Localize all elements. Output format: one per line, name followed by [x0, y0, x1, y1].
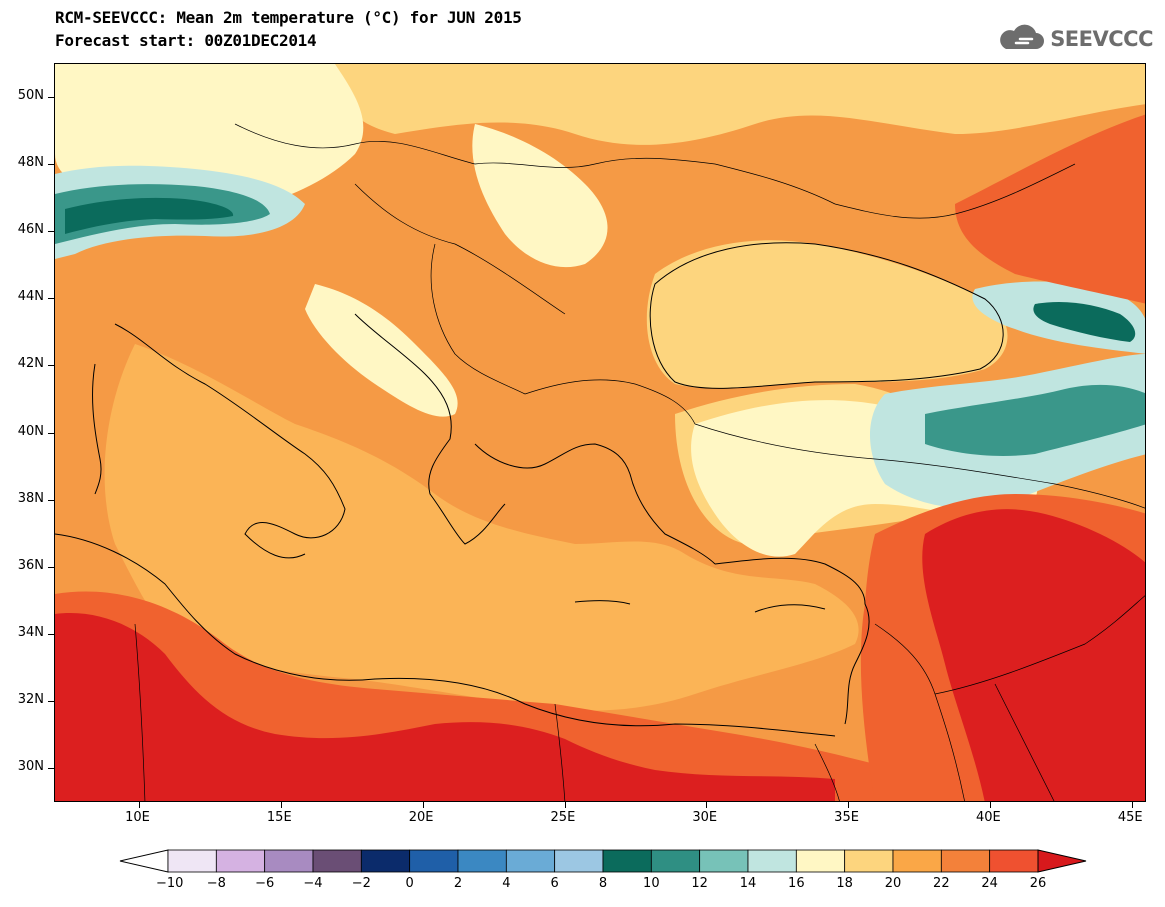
colorbar-cell	[650, 849, 701, 873]
longitude-tick	[848, 802, 850, 808]
colorbar-tick-label: 2	[453, 876, 463, 891]
latitude-tick	[48, 634, 54, 636]
colorbar-cell	[989, 849, 1039, 873]
field-16-carpathians	[472, 124, 608, 268]
latitude-label: 46N	[17, 221, 44, 237]
longitude-label: 25E	[550, 810, 576, 825]
colorbar-cell	[940, 849, 991, 873]
colorbar-tick-label: 14	[739, 876, 757, 891]
latitude-label: 48N	[17, 154, 44, 170]
field-26-syria-iraq	[922, 509, 1145, 801]
colorbar-tick-label: −6	[255, 876, 275, 891]
latitude-tick	[48, 298, 54, 300]
colorbar-tick-label: 0	[405, 876, 414, 891]
latitude-tick	[48, 96, 54, 98]
longitude-label: 35E	[834, 810, 859, 825]
colorbar-tick-label: 22	[933, 876, 950, 891]
colorbar-tick-label: −2	[351, 876, 371, 891]
field-26-north-africa	[55, 613, 835, 801]
latitude-tick	[48, 701, 54, 703]
longitude-label: 15E	[266, 810, 292, 825]
colorbar-tick-label: 10	[643, 876, 660, 891]
colorbar-cell	[747, 849, 797, 873]
colorbar-tick-label: 4	[502, 876, 511, 891]
colorbar-tick-label: 18	[836, 876, 853, 891]
colorbar-cell	[554, 849, 604, 873]
latitude-label: 40N	[17, 423, 44, 439]
map-title: RCM-SEEVCCC: Mean 2m temperature (°C) fo…	[55, 8, 522, 27]
latitude-tick	[48, 768, 54, 770]
longitude-label: 45E	[1117, 810, 1143, 825]
cloud-icon	[1000, 24, 1045, 49]
colorbar-tick-label: 8	[598, 876, 608, 891]
latitude-label: 42N	[17, 356, 44, 372]
latitude-tick	[48, 365, 54, 367]
colorbar-cell	[312, 849, 362, 873]
latitude-label: 44N	[17, 289, 44, 305]
longitude-tick	[280, 802, 282, 808]
colorbar-cell	[360, 849, 411, 873]
longitude-label: 30E	[692, 810, 718, 825]
latitude-label: 34N	[17, 625, 44, 641]
colorbar-tick-label: 24	[981, 876, 998, 891]
latitude-tick	[48, 230, 54, 232]
colorbar-max-triangle	[1037, 849, 1087, 873]
longitude-label: 10E	[125, 810, 150, 825]
colorbar-cell	[167, 849, 217, 873]
colorbar-cell	[602, 849, 652, 873]
field-10-alps	[65, 197, 234, 234]
colorbar-cell	[699, 849, 749, 873]
temperature-field	[55, 64, 1145, 801]
field-16-balkans	[305, 284, 458, 417]
colorbar-tick-label: 20	[884, 876, 902, 891]
forecast-start-label: Forecast start: 00Z01DEC2014	[55, 31, 317, 50]
longitude-label: 20E	[408, 810, 434, 825]
field-20-black-sea	[646, 240, 1008, 389]
colorbar-tick-label: −10	[156, 876, 184, 891]
latitude-label: 30N	[17, 759, 44, 775]
latitude-label: 38N	[17, 490, 44, 506]
field-12-caucasus	[925, 384, 1145, 456]
longitude-tick	[564, 802, 566, 808]
colorbar-min-triangle	[119, 849, 169, 873]
latitude-tick	[48, 499, 54, 501]
latitude-label: 36N	[17, 557, 44, 573]
temperature-map	[54, 63, 1146, 802]
colorbar-tick-label: 16	[788, 876, 805, 891]
latitude-tick	[48, 432, 54, 434]
coastlines	[55, 242, 1004, 737]
field-20-mediterranean	[104, 344, 859, 711]
field-10-caucasus	[1033, 302, 1136, 342]
seevccc-logo: SEEVCCC	[994, 22, 1153, 56]
longitude-tick	[706, 802, 708, 808]
colorbar-tick-label: 26	[1029, 876, 1047, 891]
colorbar-cell	[844, 849, 894, 873]
logo-text: SEEVCCC	[1050, 27, 1153, 51]
colorbar-tick-label: 12	[691, 876, 708, 891]
colorbar-cell	[892, 849, 942, 873]
colorbar-tick-label: −4	[303, 876, 323, 891]
colorbar-cell	[505, 849, 556, 873]
country-borders	[134, 123, 1145, 801]
colorbar-cell	[215, 849, 266, 873]
longitude-label: 40E	[976, 810, 1001, 825]
field-24-iran	[955, 114, 1145, 304]
colorbar-cell	[264, 849, 314, 873]
longitude-tick	[1131, 802, 1133, 808]
colorbar-cell	[795, 849, 846, 873]
colorbar-tick-label: 6	[550, 876, 559, 891]
latitude-label: 32N	[17, 692, 44, 708]
latitude-tick	[48, 566, 54, 568]
longitude-tick	[422, 802, 424, 808]
colorbar-tick-label: −8	[206, 876, 226, 891]
colorbar-cell	[409, 849, 459, 873]
longitude-tick	[990, 802, 991, 808]
latitude-tick	[48, 163, 54, 165]
colorbar-cell	[457, 849, 507, 873]
longitude-tick	[139, 802, 141, 808]
field-20-north	[335, 64, 1145, 145]
latitude-label: 50N	[17, 87, 44, 103]
